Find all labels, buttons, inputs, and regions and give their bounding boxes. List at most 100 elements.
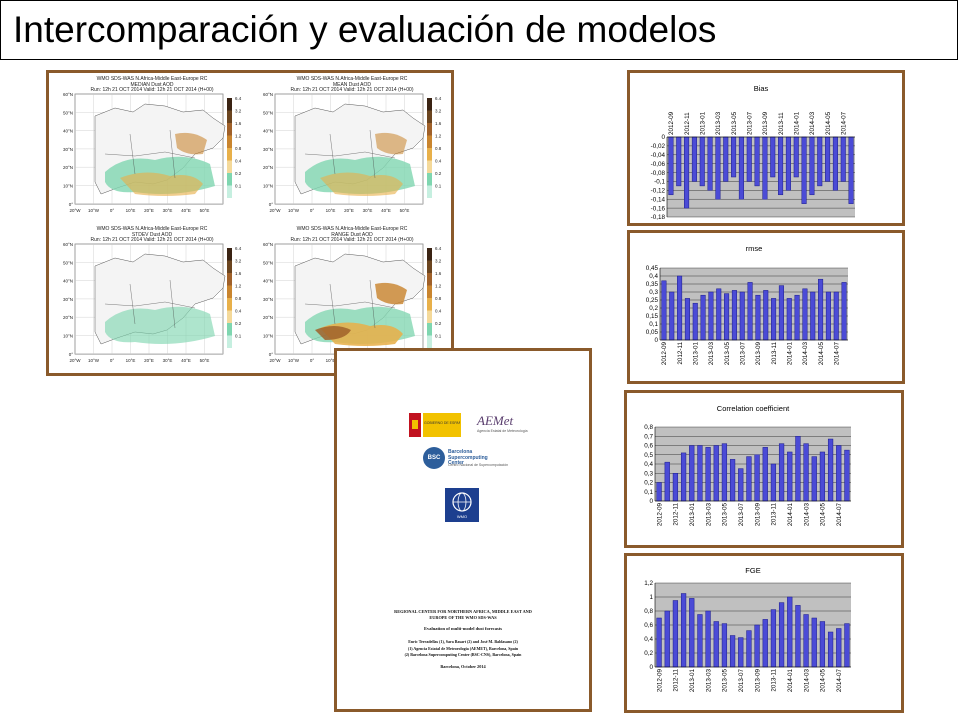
bar-2014-08 <box>844 623 850 668</box>
map-area <box>274 93 426 205</box>
country-borders <box>104 129 196 179</box>
x-tick-label: 2013-05 <box>722 503 729 527</box>
colorbar-label: 0.2 <box>435 171 442 176</box>
longitude-label: 10°W <box>88 358 100 363</box>
x-tick-label: 2013-07 <box>739 342 746 366</box>
bar-2013-06 <box>729 459 736 502</box>
bar-2013-08 <box>746 630 752 668</box>
bar-2014-05 <box>818 278 824 341</box>
colorbar-segment <box>227 110 232 123</box>
bar-2013-09 <box>754 454 760 502</box>
x-tick-label: 2014-01 <box>793 111 800 135</box>
aod-map-panel: WMO SDS-WAS N.Africa-Middle East-Europe … <box>55 76 251 222</box>
map-header-line3: Run: 12h 21 OCT 2014 Valid: 12h 21 OCT 2… <box>290 237 414 243</box>
dust-aod-maps-figure: WMO SDS-WAS N.Africa-Middle East-Europe … <box>46 70 454 376</box>
y-tick-label: -0,14 <box>651 196 666 203</box>
bar-2013-04 <box>713 621 719 668</box>
map-header-line1: WMO SDS-WAS N.Africa-Middle East-Europe … <box>296 76 408 82</box>
colorbar-segment <box>427 185 432 198</box>
latitude-label: 30°N <box>263 297 273 302</box>
bar-2013-03 <box>715 136 721 200</box>
aod-map-svg: 60°N50°N40°N30°N20°N10°N0°20°W 10°W 0° 10°E… <box>263 92 442 213</box>
longitude-label: 20°W <box>69 358 81 363</box>
colorbar-label: 0.2 <box>235 321 242 326</box>
x-tick-label: 2014-01 <box>787 669 794 693</box>
colorbar-label: 6.4 <box>235 96 242 101</box>
bar-2012-09 <box>668 136 674 196</box>
map-header-line1: WMO SDS-WAS N.Africa-Middle East-Europe … <box>96 226 208 232</box>
longitude-label: 0° <box>310 208 315 213</box>
latitude-label: 50°N <box>263 260 273 265</box>
chart-title: Bias <box>754 84 769 93</box>
correlation-chart-figure: Correlation coefficient 0 0,1 0,2 0,3 0,4 0,5 0… <box>624 390 904 548</box>
colorbar-label: 0.8 <box>235 146 242 151</box>
bar-2014-01 <box>787 596 793 668</box>
latitude-label: 20°N <box>63 315 73 320</box>
colorbar-label: 1.6 <box>235 121 242 126</box>
bar-2014-03 <box>809 136 815 196</box>
latitude-label: 40°N <box>263 279 273 284</box>
bar-2013-02 <box>697 445 703 502</box>
bar-2014-04 <box>811 456 817 502</box>
colorbar-segment <box>227 123 232 136</box>
report-cover-figure: GOBIERNO DE ESPAÑA AEMet Agencia Estatal… <box>334 348 592 712</box>
latitude-label: 20°N <box>63 165 73 170</box>
bar-2014-07 <box>836 628 842 668</box>
colorbar-label: 6.4 <box>235 246 242 251</box>
bar-2013-11 <box>770 463 777 502</box>
latitude-label: 50°N <box>63 110 73 115</box>
x-tick-label: 2014-05 <box>820 669 827 693</box>
dust-field-medium <box>120 172 203 196</box>
bar-2013-08 <box>746 456 752 502</box>
longitude-label: 20°E <box>144 358 154 363</box>
latitude-label: 0° <box>269 202 274 207</box>
bar-2013-05 <box>721 623 728 668</box>
bar-2013-05 <box>721 443 728 502</box>
colorbar-label: 0.1 <box>435 334 442 339</box>
bar-2013-10 <box>770 136 776 178</box>
dust-field-very-high <box>315 326 351 340</box>
colorbar-segment <box>227 135 232 148</box>
y-tick-label: 0,7 <box>644 433 653 440</box>
x-tick-label: 2013-03 <box>715 111 722 135</box>
latitude-label: 60°N <box>263 242 273 247</box>
bar-2014-01 <box>793 136 799 178</box>
bar-2014-03 <box>803 614 809 668</box>
x-tick-label: 2014-05 <box>825 111 832 135</box>
map-area <box>74 243 226 355</box>
longitude-label: 0° <box>310 358 315 363</box>
colorbar-label: 0.4 <box>435 159 442 164</box>
latitude-label: 50°N <box>63 260 73 265</box>
bar-2012-12 <box>680 452 687 502</box>
y-tick-label: 0,4 <box>644 636 653 643</box>
bar-2012-10 <box>664 461 670 502</box>
bsc-logo: BSC Barcelona Supercomputing Center Cent… <box>423 447 533 471</box>
colorbar-label: 0.1 <box>235 184 242 189</box>
fge-chart-figure: FGE 0 0,2 0,4 0,6 0,8 1 1,2 2012-09 2012-11 2013-0… <box>624 553 904 713</box>
bar-2014-08 <box>848 136 854 204</box>
rmse-chart-figure: rmse 0 0,05 0,1 0,15 0,2 0,25 0,3 0,35 0,4 0,45 201… <box>627 230 905 384</box>
bar-2014-04 <box>811 617 817 668</box>
map-header-line2: MEAN Dust AOD <box>332 81 372 88</box>
longitude-label: 0° <box>110 358 115 363</box>
colorbar-label: 0.8 <box>435 296 442 301</box>
bar-2012-09 <box>661 280 667 341</box>
latitude-label: 0° <box>269 352 274 357</box>
slide-title-text: Intercomparación y evaluación de modelos <box>13 9 717 50</box>
bar-2013-07 <box>738 637 744 668</box>
colorbar-segment <box>227 148 232 161</box>
colorbar-label: 1.2 <box>235 284 242 289</box>
bar-2013-01 <box>699 136 705 187</box>
bar-2014-02 <box>801 136 807 204</box>
aod-map-svg: 60°N50°N40°N30°N20°N10°N0°20°W 10°W 0° 10°E… <box>63 242 242 363</box>
colorbar-segment <box>227 173 232 186</box>
y-tick-label: -0,08 <box>651 170 666 177</box>
bar-2013-10 <box>762 447 768 502</box>
map-header-line3: Run: 12h 21 OCT 2014 Valid: 12h 21 OCT 2… <box>290 87 414 93</box>
report-title-line-2: EUROPE OF THE WMO SDS-WAS <box>429 615 497 620</box>
aod-map-panel: WMO SDS-WAS N.Africa-Middle East-Europe … <box>255 226 451 372</box>
y-tick-label: 0,4 <box>644 461 653 468</box>
bar-2013-07 <box>739 291 745 341</box>
colorbar: 6.4 3.2 1.6 1.2 0.8 0.4 0.2 0.1 <box>227 96 242 198</box>
bar-2012-11 <box>684 136 690 209</box>
